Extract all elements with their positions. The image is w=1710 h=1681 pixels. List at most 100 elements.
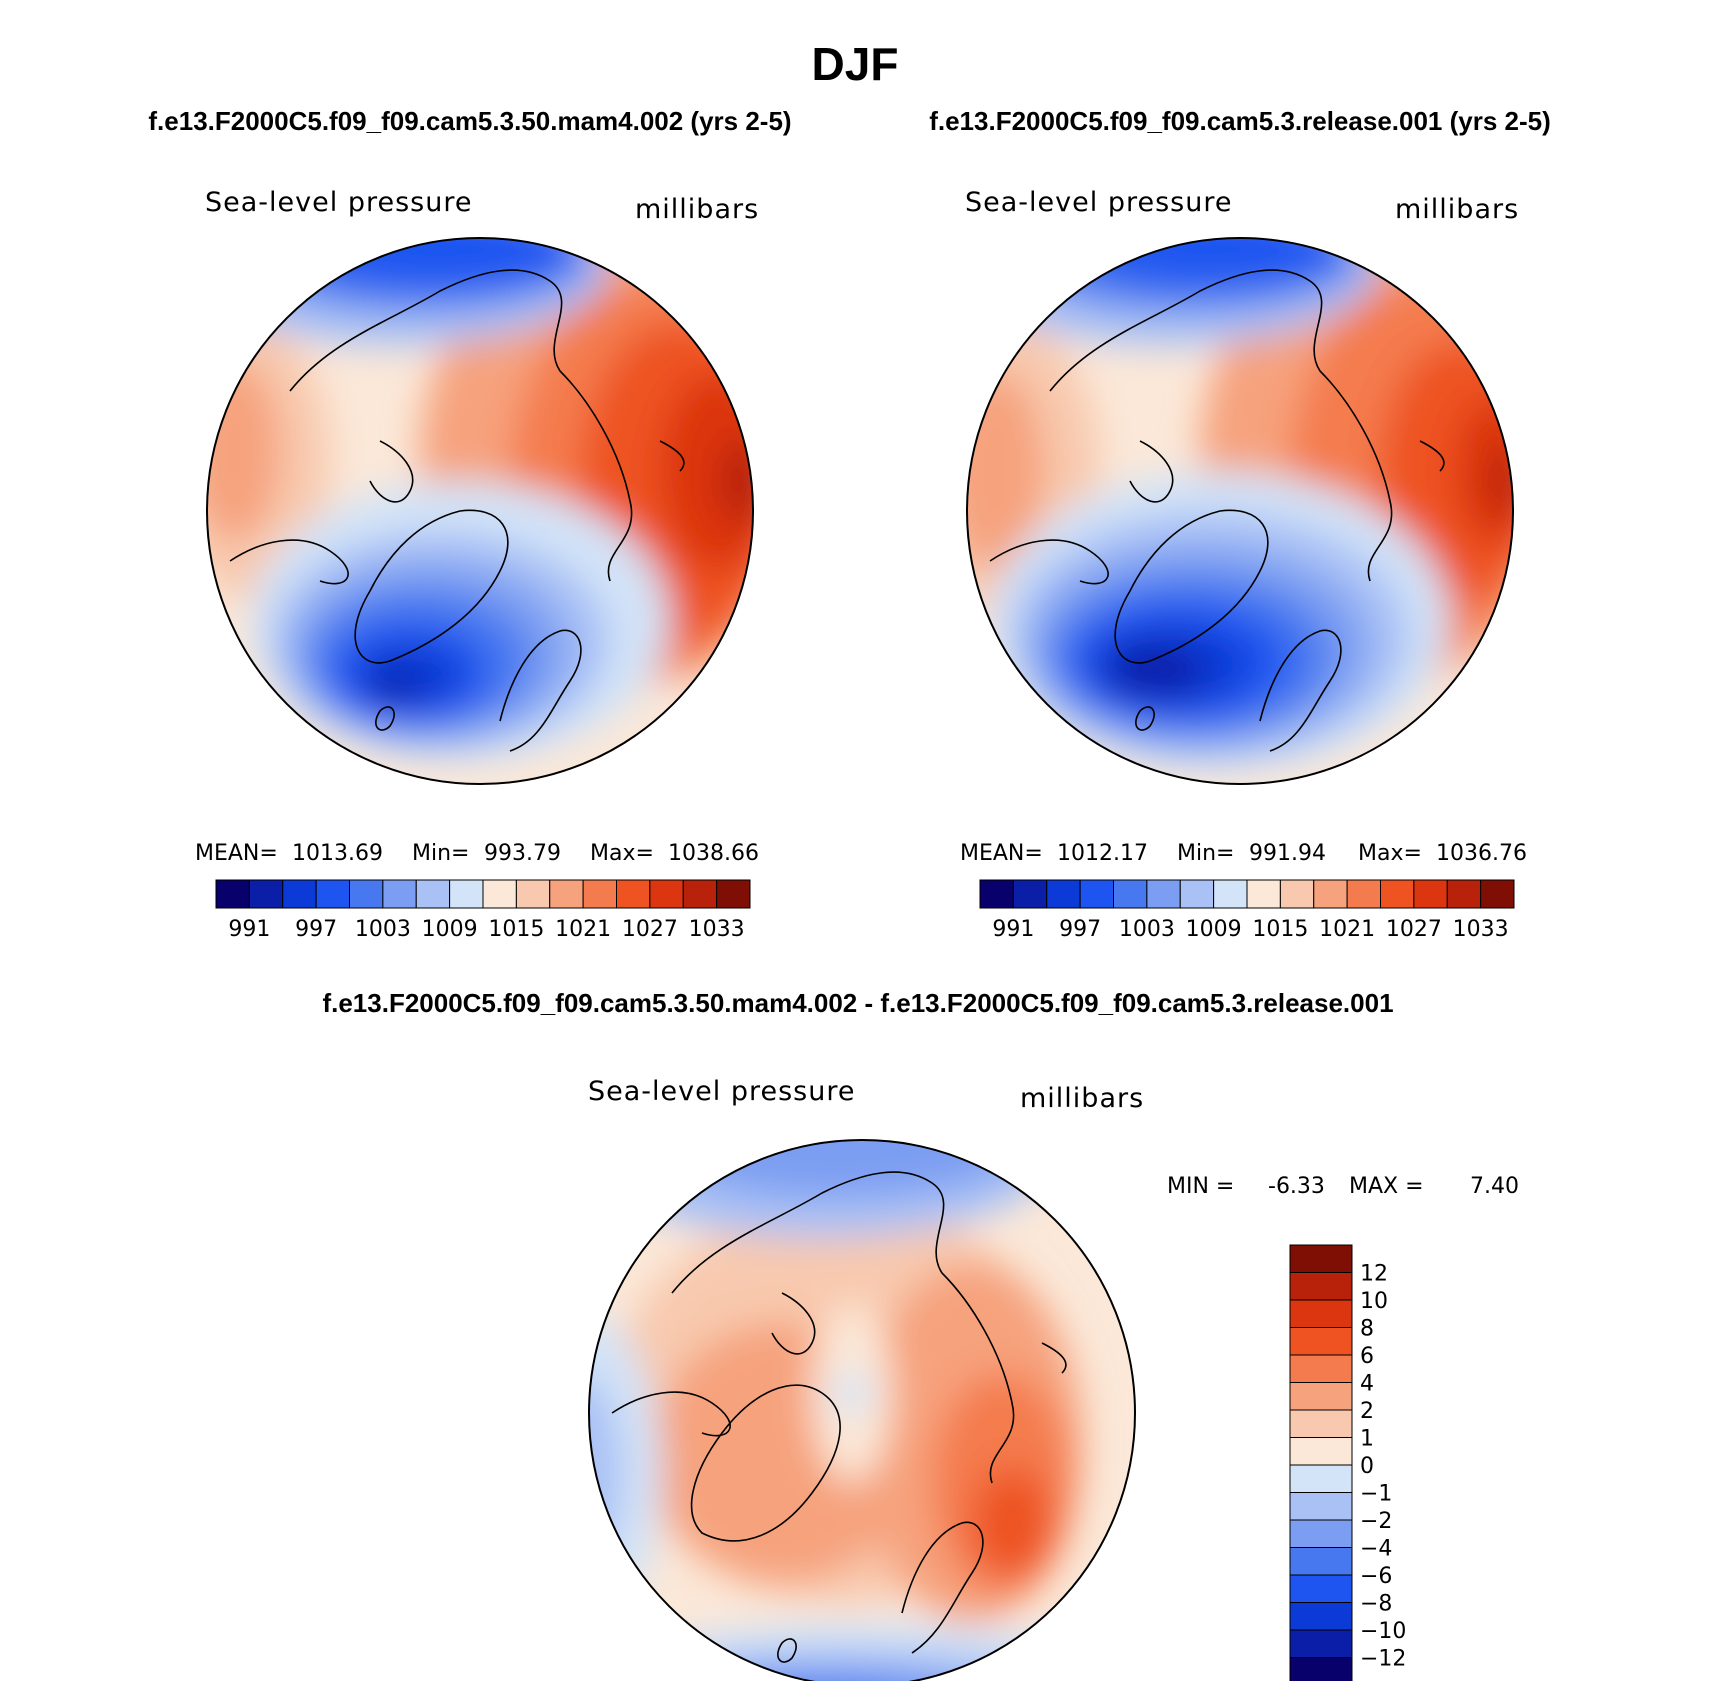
diff-min-value: -6.33 xyxy=(1268,1174,1325,1199)
diff-colorbar-tick-3: 6 xyxy=(1360,1344,1374,1369)
right-max-value: 1036.76 xyxy=(1436,841,1527,866)
left-colorbar-tick-2: 1003 xyxy=(355,917,411,942)
diff-colorbar-swatch-0 xyxy=(1289,1244,1353,1273)
diff-units-label: millibars xyxy=(1020,1083,1144,1114)
left-colorbar-swatch-7 xyxy=(449,879,484,909)
diff-colorbar-tick-14: −12 xyxy=(1360,1647,1406,1672)
right-colorbar-swatch-10 xyxy=(1313,879,1348,909)
diff-colorbar-tick-11: −6 xyxy=(1360,1564,1392,1589)
right-colorbar-tick-6: 1027 xyxy=(1386,917,1442,942)
left-case-title: f.e13.F2000C5.f09_f09.cam5.3.50.mam4.002… xyxy=(148,106,791,136)
diff-colorbar-swatch-10 xyxy=(1289,1519,1353,1548)
diff-colorbar-tick-8: −1 xyxy=(1360,1482,1392,1507)
right-colorbar-tick-2: 1003 xyxy=(1119,917,1175,942)
left-mean-label: MEAN= xyxy=(195,841,278,866)
diff-colorbar-tick-6: 1 xyxy=(1360,1427,1374,1452)
left-units-label: millibars xyxy=(635,194,759,225)
left-colorbar-swatch-10 xyxy=(549,879,584,909)
right-colorbar: 991 997 1003 1009 1015 1021 1027 1033 xyxy=(979,879,1515,942)
diff-colorbar-tick-12: −8 xyxy=(1360,1592,1392,1617)
left-colorbar-swatch-11 xyxy=(582,879,617,909)
right-colorbar-swatch-4 xyxy=(1113,879,1148,909)
right-case-title: f.e13.F2000C5.f09_f09.cam5.3.release.001… xyxy=(929,106,1551,136)
left-colorbar-swatch-8 xyxy=(482,879,517,909)
left-max-label: Max= xyxy=(590,841,654,866)
right-colorbar-swatch-1 xyxy=(1012,879,1048,909)
diff-colorbar-swatch-3 xyxy=(1289,1327,1353,1356)
diff-panel: Sea-level pressure millibars xyxy=(588,1076,1519,1681)
left-stats: MEAN= 1013.69 Min= 993.79 Max= 1038.66 xyxy=(195,841,759,866)
right-colorbar-swatch-11 xyxy=(1346,879,1381,909)
diff-colorbar-tick-0: 12 xyxy=(1360,1262,1388,1287)
left-colorbar-tick-3: 1009 xyxy=(422,917,478,942)
left-colorbar-swatch-2 xyxy=(282,879,317,909)
left-max-value: 1038.66 xyxy=(668,841,759,866)
right-stats: MEAN= 1012.17 Min= 991.94 Max= 1036.76 xyxy=(960,841,1527,866)
left-colorbar-swatch-5 xyxy=(382,879,417,909)
diff-colorbar-tick-4: 4 xyxy=(1360,1372,1374,1397)
right-colorbar-tick-1: 997 xyxy=(1059,917,1101,942)
season-title: DJF xyxy=(812,38,899,90)
diff-colorbar-swatch-15 xyxy=(1289,1657,1353,1681)
left-panel: Sea-level pressure millibars xyxy=(195,187,759,942)
right-colorbar-swatch-12 xyxy=(1380,879,1415,909)
diff-stats: MIN = -6.33 MAX = 7.40 xyxy=(1167,1174,1519,1199)
left-colorbar-swatch-4 xyxy=(349,879,384,909)
right-colorbar-swatch-9 xyxy=(1279,879,1315,909)
diff-colorbar-swatch-13 xyxy=(1289,1602,1353,1631)
left-colorbar-tick-7: 1033 xyxy=(689,917,745,942)
diff-colorbar-tick-5: 2 xyxy=(1360,1399,1374,1424)
left-colorbar-tick-5: 1021 xyxy=(555,917,611,942)
right-colorbar-swatch-15 xyxy=(1480,879,1515,909)
right-min-label: Min= xyxy=(1177,841,1234,866)
diff-colorbar-swatch-8 xyxy=(1289,1464,1353,1493)
right-colorbar-tick-0: 991 xyxy=(992,917,1034,942)
left-colorbar-tick-1: 997 xyxy=(295,917,337,942)
diff-colorbar-tick-2: 8 xyxy=(1360,1317,1374,1342)
left-map xyxy=(206,237,754,785)
right-map xyxy=(966,237,1514,785)
left-colorbar-swatch-1 xyxy=(248,879,284,909)
left-min-label: Min= xyxy=(412,841,469,866)
diff-min-label: MIN = xyxy=(1167,1174,1234,1199)
diff-variable-label: Sea-level pressure xyxy=(588,1076,855,1107)
right-colorbar-tick-4: 1015 xyxy=(1252,917,1308,942)
right-colorbar-swatch-0 xyxy=(979,879,1014,909)
left-min-value: 993.79 xyxy=(484,841,561,866)
left-colorbar-swatch-6 xyxy=(415,879,451,909)
diff-colorbar-tick-9: −2 xyxy=(1360,1509,1392,1534)
left-colorbar-swatch-0 xyxy=(215,879,250,909)
right-panel: Sea-level pressure millibars xyxy=(960,187,1527,942)
diff-max-label: MAX = xyxy=(1349,1174,1424,1199)
left-colorbar-tick-6: 1027 xyxy=(622,917,678,942)
diff-colorbar-swatch-11 xyxy=(1289,1547,1353,1576)
diff-colorbar-swatch-1 xyxy=(1289,1272,1353,1301)
diff-colorbar-swatch-9 xyxy=(1289,1492,1353,1521)
left-colorbar-swatch-9 xyxy=(515,879,551,909)
left-colorbar-tick-4: 1015 xyxy=(488,917,544,942)
right-colorbar-swatch-7 xyxy=(1213,879,1248,909)
right-colorbar-swatch-3 xyxy=(1079,879,1114,909)
right-colorbar-swatch-14 xyxy=(1446,879,1482,909)
diff-colorbar-swatch-4 xyxy=(1289,1354,1353,1383)
diff-max-value: 7.40 xyxy=(1470,1174,1519,1199)
right-min-value: 991.94 xyxy=(1249,841,1326,866)
diff-colorbar-swatch-7 xyxy=(1289,1437,1353,1466)
left-colorbar-swatch-12 xyxy=(616,879,651,909)
right-variable-label: Sea-level pressure xyxy=(965,187,1232,218)
right-colorbar-swatch-5 xyxy=(1146,879,1181,909)
diff-colorbar-swatch-12 xyxy=(1289,1574,1353,1603)
right-colorbar-tick-3: 1009 xyxy=(1186,917,1242,942)
right-mean-label: MEAN= xyxy=(960,841,1043,866)
diff-colorbar-tick-10: −4 xyxy=(1360,1537,1392,1562)
right-mean-value: 1012.17 xyxy=(1057,841,1148,866)
left-colorbar-swatch-14 xyxy=(682,879,718,909)
right-colorbar-swatch-6 xyxy=(1179,879,1215,909)
left-colorbar: 991 997 1003 1009 1015 1021 1027 1033 xyxy=(215,879,751,942)
diff-colorbar-tick-1: 10 xyxy=(1360,1289,1388,1314)
left-colorbar-tick-0: 991 xyxy=(228,917,270,942)
diff-colorbar-swatch-5 xyxy=(1289,1382,1353,1411)
right-colorbar-tick-5: 1021 xyxy=(1319,917,1375,942)
